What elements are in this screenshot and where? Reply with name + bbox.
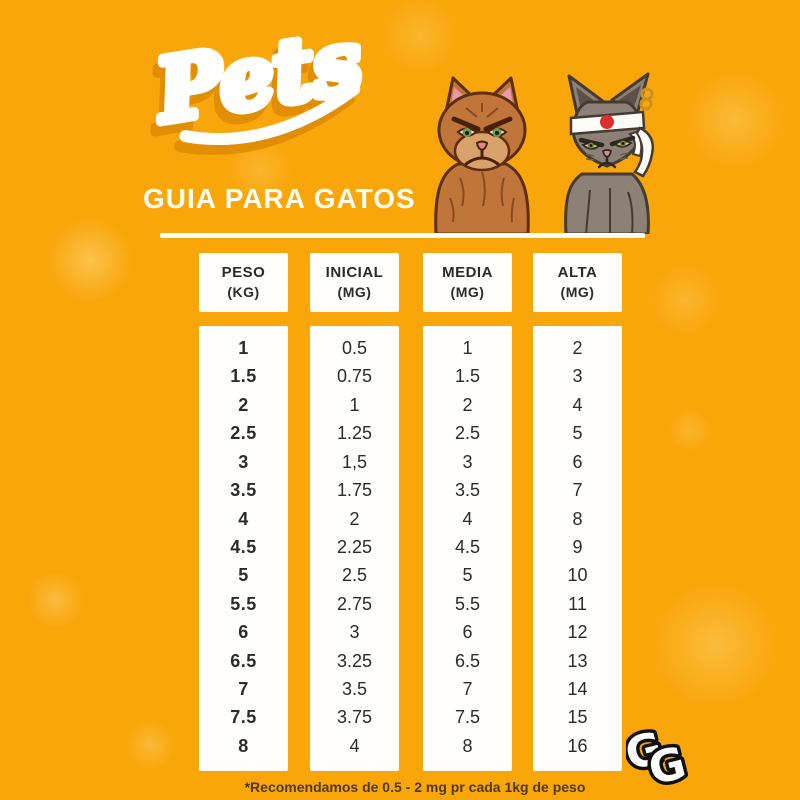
table-cell: 8: [238, 735, 249, 756]
watermark-letter: G: [644, 737, 691, 795]
table-cell: 6.5: [230, 650, 257, 671]
table-cell: 8: [462, 735, 473, 756]
table-cell: 15: [567, 707, 588, 728]
pets-logo: Pets Pets: [137, 15, 373, 157]
table-cell: 3: [572, 366, 583, 387]
table-cell: 1: [349, 394, 360, 415]
column-values: 2 3 4 5 6 7 8 9 10 11 12 13 14 15 16: [533, 326, 622, 771]
table-cell: 2.75: [336, 593, 373, 614]
table-cell: 16: [567, 735, 588, 756]
table-cell: 9: [572, 536, 583, 557]
table-cell: 4: [572, 394, 583, 415]
table-cell: 2: [238, 394, 249, 415]
column-header: INICIAL (MG): [310, 253, 399, 312]
table-cell: 6: [462, 622, 473, 643]
column-unit: (KG): [227, 284, 260, 301]
divider-line: [160, 233, 645, 238]
table-cell: 4: [349, 735, 360, 756]
table-cell: 13: [567, 650, 588, 671]
column-unit: (MG): [337, 284, 372, 301]
table-cell: 14: [567, 679, 588, 700]
column-unit: (MG): [560, 284, 595, 301]
table-cell: 1.5: [454, 366, 481, 387]
table-cell: 1.5: [230, 366, 257, 387]
table-cell: 7: [462, 679, 473, 700]
table-cell: 5: [238, 565, 249, 586]
table-cell: 1,5: [341, 451, 368, 472]
table-cell: 5: [462, 565, 473, 586]
table-cell: 7.5: [230, 707, 257, 728]
cats-illustration: [434, 72, 654, 234]
table-cell: 1: [462, 338, 473, 358]
table-cell: 0.5: [341, 338, 368, 358]
column-header: ALTA (MG): [533, 253, 622, 312]
table-cell: 3: [462, 451, 473, 472]
table-cell: 7.5: [454, 707, 481, 728]
table-cell: 5: [572, 423, 583, 444]
column-header: MEDIA (MG): [423, 253, 512, 312]
table-cell: 7: [238, 679, 249, 700]
table-cell: 1.75: [336, 480, 373, 501]
table-cell: 10: [567, 565, 588, 586]
table-cell: 8: [572, 508, 583, 529]
column-peso: PESO (KG) 1 1.5 2 2.5 3 3.5 4 4.5 5 5.5 6 6.5 7 7.5 8: [199, 253, 288, 771]
column-alta: ALTA (MG) 2 3 4 5 6 7 8 9 10 11 12 13 14 15 16: [533, 253, 622, 771]
table-cell: 7: [572, 480, 583, 501]
column-media: MEDIA (MG) 1 1.5 2 2.5 3 3.5 4 4.5 5 5.5 6 6.5 7 7.5 8: [423, 253, 512, 771]
table-cell: 4: [462, 508, 473, 529]
table-cell: 3.25: [336, 650, 373, 671]
table-cell: 3.5: [454, 480, 481, 501]
column-label: MEDIA: [442, 263, 493, 281]
table-cell: 11: [568, 593, 587, 614]
table-cell: 1.25: [336, 423, 373, 444]
table-cell: 5.5: [454, 593, 481, 614]
table-cell: 12: [567, 622, 588, 643]
column-header: PESO (KG): [199, 253, 288, 312]
footnote: *Recomendamos de 0.5 - 2 mg pr cada 1kg …: [244, 779, 586, 795]
gg-watermark-logo: G G: [626, 719, 694, 798]
table-cell: 5.5: [230, 593, 257, 614]
column-unit: (MG): [450, 284, 485, 301]
column-values: 1 1.5 2 2.5 3 3.5 4 4.5 5 5.5 6 6.5 7 7.5 8: [199, 326, 288, 771]
page-title: GUIA PARA GATOS: [143, 183, 416, 214]
table-cell: 2.5: [341, 565, 368, 586]
table-cell: 3.5: [341, 679, 368, 700]
table-cell: 4.5: [230, 536, 257, 557]
column-values: 1 1.5 2 2.5 3 3.5 4 4.5 5 5.5 6 6.5 7 7.5 8: [423, 326, 512, 771]
table-cell: 4.5: [454, 536, 481, 557]
column-label: PESO: [221, 263, 266, 281]
gray-cat-headband-icon: [564, 72, 654, 234]
table-cell: 3.75: [336, 707, 373, 728]
column-label: INICIAL: [325, 263, 384, 281]
table-cell: 3.5: [230, 480, 257, 501]
table-cell: 2.5: [454, 423, 481, 444]
table-cell: 6: [238, 622, 249, 643]
table-cell: 6: [572, 451, 583, 472]
table-cell: 2: [349, 508, 360, 529]
table-cell: 2.25: [336, 536, 373, 557]
table-cell: 1: [238, 338, 249, 358]
table-cell: 2: [572, 338, 583, 358]
column-label: ALTA: [557, 263, 598, 281]
table-cell: 2: [462, 394, 473, 415]
table-cell: 2.5: [230, 423, 257, 444]
grumpy-orange-cat-icon: [434, 76, 530, 234]
table-cell: 0.75: [336, 366, 373, 387]
watermark-letter: G: [626, 723, 668, 781]
table-cell: 4: [238, 508, 249, 529]
table-cell: 3: [349, 622, 360, 643]
table-cell: 3: [238, 451, 249, 472]
column-values: 0.5 0.75 1 1.25 1,5 1.75 2 2.25 2.5 2.75 3 3.25 3.5 3…: [310, 326, 399, 771]
headband-dot-icon: [600, 115, 614, 129]
table-cell: 6.5: [454, 650, 481, 671]
column-inicial: INICIAL (MG) 0.5 0.75 1 1.25 1,5 1.75 2 2.25 2.5 2.…: [310, 253, 399, 771]
